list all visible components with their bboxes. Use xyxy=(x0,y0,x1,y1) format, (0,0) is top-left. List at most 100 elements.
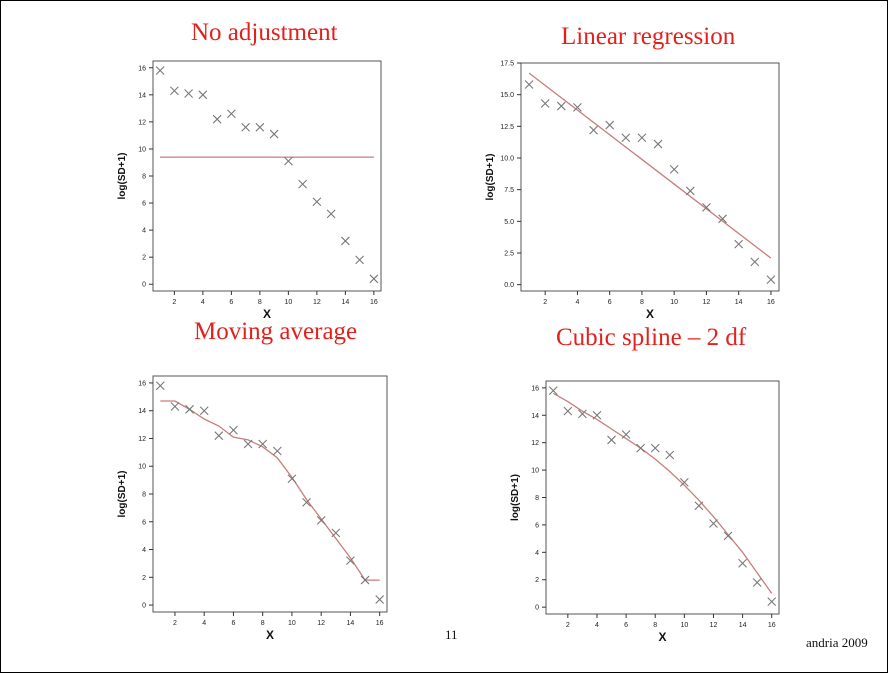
y-tick-label: 4 xyxy=(142,547,146,554)
fit-line xyxy=(552,392,773,594)
y-tick-label: 16 xyxy=(138,65,146,72)
y-tick-label: 6 xyxy=(535,522,539,529)
x-tick-label: 10 xyxy=(670,299,678,306)
data-point-marker xyxy=(589,125,598,135)
data-point-marker xyxy=(709,519,718,528)
y-tick-label: 2.5 xyxy=(504,251,514,258)
data-point-marker xyxy=(607,435,616,445)
data-point-marker xyxy=(241,122,251,132)
data-point-marker xyxy=(331,528,341,538)
data-point-marker xyxy=(346,556,355,566)
data-point-marker xyxy=(312,197,322,207)
fit-line xyxy=(160,400,380,581)
y-tick-label: 6 xyxy=(142,519,146,526)
y-tick-label: 10 xyxy=(138,146,146,153)
plot-frame xyxy=(152,60,382,292)
plot-frame xyxy=(152,375,388,613)
y-tick-label: 8 xyxy=(142,174,146,181)
data-point-marker xyxy=(592,410,602,420)
x-tick-label: 14 xyxy=(739,622,747,629)
y-tick-label: 4 xyxy=(142,228,146,235)
data-point-marker xyxy=(355,255,365,265)
y-tick-label: 2 xyxy=(142,575,146,582)
plot-frame xyxy=(545,380,780,615)
data-point-marker xyxy=(767,597,777,607)
data-point-marker xyxy=(326,209,336,219)
data-point-marker xyxy=(556,101,566,111)
data-point-marker xyxy=(199,406,209,416)
data-point-marker xyxy=(198,90,208,100)
y-tick-label: 10 xyxy=(531,468,539,475)
panel-title-cubic-spline: Cubic spline – 2 df xyxy=(556,324,747,351)
data-point-marker xyxy=(155,381,165,391)
data-point-marker xyxy=(287,474,297,484)
y-axis-label: log(SD+1) xyxy=(117,153,128,200)
x-tick-label: 2 xyxy=(566,622,570,629)
y-tick-label: 12 xyxy=(138,119,146,126)
y-tick-label: 0.0 xyxy=(504,282,514,289)
x-tick-label: 8 xyxy=(640,299,644,306)
data-point-marker xyxy=(170,402,180,411)
x-tick-label: 2 xyxy=(543,299,547,306)
x-tick-label: 14 xyxy=(735,299,743,306)
y-tick-label: 12 xyxy=(531,440,539,447)
x-tick-label: 4 xyxy=(575,299,579,306)
x-tick-label: 16 xyxy=(376,620,384,627)
y-tick-label: 7.5 xyxy=(504,187,514,194)
panel-title-moving-average: Moving average xyxy=(194,318,358,345)
data-point-marker xyxy=(212,114,222,124)
x-tick-label: 12 xyxy=(703,299,711,306)
data-point-marker xyxy=(685,186,695,196)
x-tick-label: 4 xyxy=(201,299,205,306)
y-tick-label: 2 xyxy=(142,255,146,262)
y-tick-label: 0 xyxy=(142,603,146,610)
page-number: 11 xyxy=(445,627,458,642)
panel-title-linear-regression: Linear regression xyxy=(561,23,736,50)
x-tick-label: 6 xyxy=(624,622,628,629)
y-tick-label: 8 xyxy=(535,495,539,502)
fit-line xyxy=(528,72,772,259)
y-tick-label: 15.0 xyxy=(500,92,514,99)
x-tick-label: 6 xyxy=(229,299,233,306)
data-point-marker xyxy=(255,122,265,132)
data-point-marker xyxy=(214,431,224,441)
x-tick-label: 16 xyxy=(767,299,775,306)
data-point-marker xyxy=(316,515,326,525)
data-point-marker xyxy=(283,156,293,166)
x-tick-label: 12 xyxy=(710,622,718,629)
data-point-marker xyxy=(636,443,646,453)
y-tick-label: 0 xyxy=(142,282,146,289)
panel-title-no-adjustment: No adjustment xyxy=(191,19,338,46)
plot-linear-regression: 0.0 2.5 5.0 7.5 10.0 12.5 15.0 17.5 2 4 6 8 10 12 14 16… xyxy=(485,61,780,321)
data-point-marker xyxy=(184,89,194,98)
data-point-marker xyxy=(637,133,647,143)
y-tick-label: 16 xyxy=(531,385,539,392)
data-point-marker xyxy=(155,66,165,75)
y-tick-label: 8 xyxy=(142,492,146,499)
data-point-marker xyxy=(269,129,279,139)
y-tick-label: 17.5 xyxy=(500,61,514,68)
x-tick-label: 16 xyxy=(370,299,378,306)
y-tick-label: 14 xyxy=(138,92,146,99)
x-tick-label: 14 xyxy=(341,299,349,306)
data-point-marker xyxy=(563,406,573,416)
data-point-marker xyxy=(369,274,379,284)
data-point-marker xyxy=(548,386,558,395)
data-point-marker xyxy=(653,139,663,149)
data-point-marker xyxy=(734,239,744,249)
data-point-marker xyxy=(298,179,308,189)
data-point-marker xyxy=(169,86,179,96)
x-tick-label: 10 xyxy=(288,620,296,627)
x-axis-label: X xyxy=(266,628,274,642)
y-tick-label: 10.0 xyxy=(500,156,514,163)
data-point-marker xyxy=(226,109,236,119)
x-tick-label: 14 xyxy=(347,620,355,627)
x-tick-label: 4 xyxy=(595,622,599,629)
data-point-marker xyxy=(679,478,689,487)
data-point-marker xyxy=(665,450,675,460)
x-tick-label: 16 xyxy=(768,622,776,629)
x-tick-label: 8 xyxy=(258,299,262,306)
data-point-marker xyxy=(573,102,582,112)
